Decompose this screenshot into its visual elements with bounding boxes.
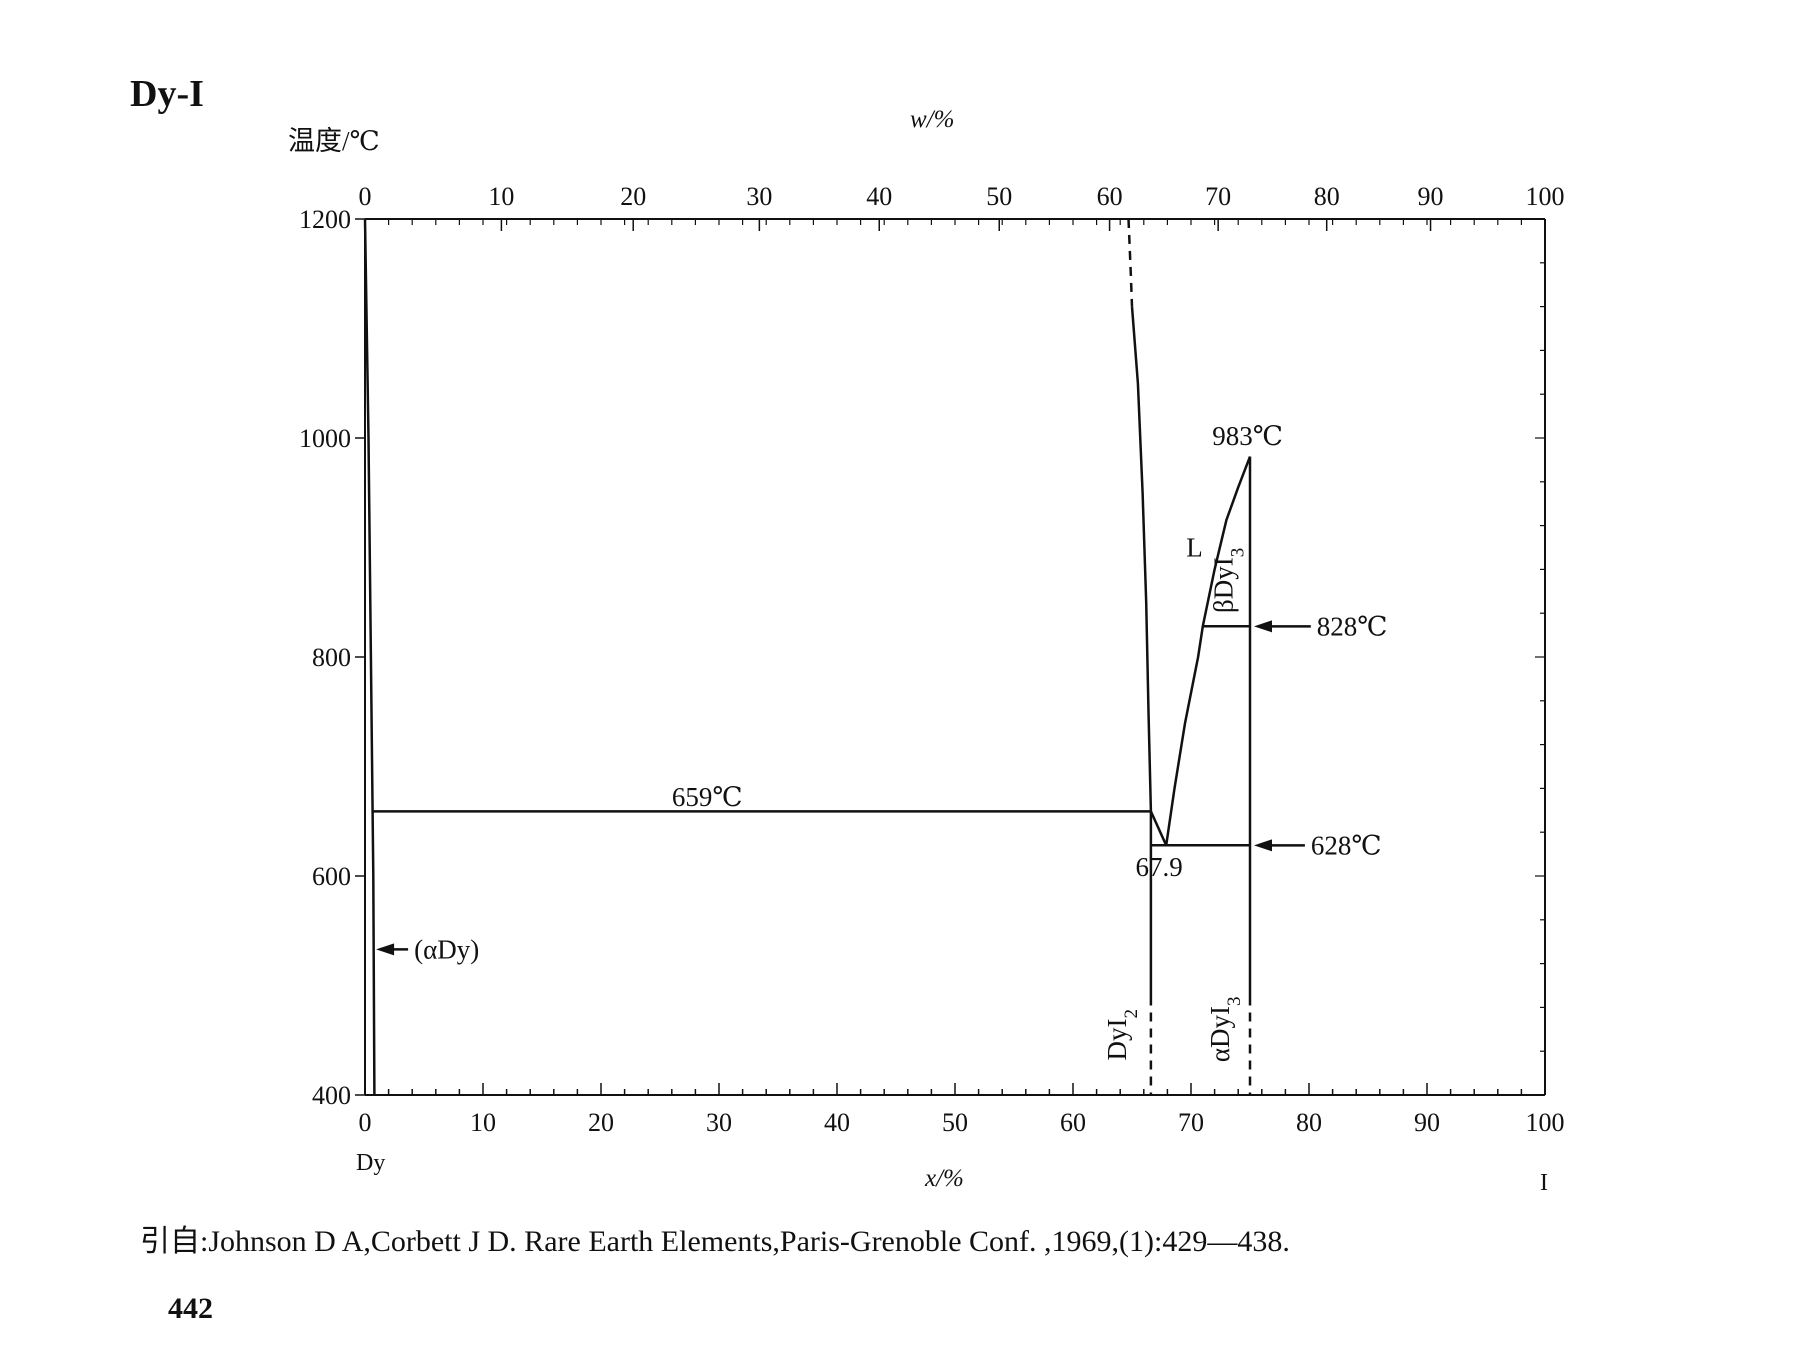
annotation-label: 67.9 bbox=[1136, 852, 1183, 882]
top-tick-label: 80 bbox=[1314, 182, 1340, 211]
top-tick-label: 10 bbox=[488, 182, 514, 211]
dashed-boundary-line bbox=[1127, 218, 1134, 307]
y-tick-label: 600 bbox=[312, 862, 351, 891]
phase-boundary-line bbox=[1149, 810, 1168, 846]
annotation-label: DyI2 bbox=[1102, 1009, 1142, 1061]
top-tick-label: 30 bbox=[746, 182, 772, 211]
page-number: 442 bbox=[168, 1292, 213, 1325]
axis-labels: 温度/℃ w/% x/% Dy I bbox=[288, 106, 1548, 1196]
top-tick-label: 70 bbox=[1205, 182, 1231, 211]
annotation-arrowhead bbox=[1254, 620, 1272, 633]
annotation-label: 659℃ bbox=[672, 782, 743, 812]
y-tick-label: 1200 bbox=[299, 205, 351, 234]
citation: 引自:Johnson D A,Corbett J D. Rare Earth E… bbox=[140, 1225, 1290, 1258]
top-tick-label: 0 bbox=[359, 182, 372, 211]
top-tick-label: 100 bbox=[1526, 182, 1565, 211]
y-axis-label: 温度/℃ bbox=[288, 126, 380, 156]
annotation-label: βDyI3 bbox=[1208, 548, 1248, 613]
annotation-label: 983℃ bbox=[1212, 421, 1283, 451]
annotation-label: αDyI3 bbox=[1205, 996, 1245, 1062]
x-tick-label: 90 bbox=[1414, 1108, 1440, 1137]
x-tick-label: 60 bbox=[1060, 1108, 1086, 1137]
x-tick-label: 10 bbox=[470, 1108, 496, 1137]
bottom-axis-label: x/% bbox=[924, 1165, 964, 1192]
top-tick-label: 40 bbox=[866, 182, 892, 211]
annotation-arrowhead bbox=[1254, 839, 1272, 852]
top-tick-label: 60 bbox=[1097, 182, 1123, 211]
plot-frame bbox=[364, 218, 1546, 1096]
figure-title: Dy-I bbox=[130, 73, 204, 115]
top-tick-label: 90 bbox=[1418, 182, 1444, 211]
top-tick-label: 50 bbox=[986, 182, 1012, 211]
phase-boundary-line bbox=[1164, 456, 1252, 846]
top-axis-label: w/% bbox=[910, 106, 954, 133]
x-tick-label: 20 bbox=[588, 1108, 614, 1137]
phase-boundary-lines bbox=[363, 218, 1252, 1096]
phase-boundary-line bbox=[363, 218, 376, 1096]
annotation-label: 628℃ bbox=[1311, 830, 1382, 860]
x-tick-label: 70 bbox=[1178, 1108, 1204, 1137]
annotation-label: 828℃ bbox=[1317, 611, 1388, 641]
axis-ticks: 0 10 20 30 40 50 60 70 80 90 1000 10 20 30 40 50 60 70 80 9… bbox=[299, 182, 1565, 1137]
annotation-label: L bbox=[1186, 533, 1203, 563]
y-tick-label: 800 bbox=[312, 643, 351, 672]
phase-boundary-line bbox=[1130, 306, 1153, 812]
x-tick-label: 80 bbox=[1296, 1108, 1322, 1137]
x-tick-label: 50 bbox=[942, 1108, 968, 1137]
x-tick-label: 40 bbox=[824, 1108, 850, 1137]
y-tick-label: 400 bbox=[312, 1081, 351, 1110]
annotation-label: (αDy) bbox=[414, 934, 479, 964]
annotation-arrowhead bbox=[376, 943, 395, 956]
x-tick-label: 0 bbox=[359, 1108, 372, 1137]
y-tick-label: 1000 bbox=[299, 424, 351, 453]
top-tick-label: 20 bbox=[620, 182, 646, 211]
x-tick-label: 100 bbox=[1526, 1108, 1565, 1137]
rotated-annotation: DyI2 bbox=[1102, 1009, 1142, 1061]
rotated-annotation: αDyI3 bbox=[1205, 996, 1245, 1062]
left-element-label: Dy bbox=[356, 1150, 385, 1176]
rotated-annotation: βDyI3 bbox=[1208, 548, 1248, 613]
right-element-label: I bbox=[1540, 1170, 1548, 1196]
x-tick-label: 30 bbox=[706, 1108, 732, 1137]
